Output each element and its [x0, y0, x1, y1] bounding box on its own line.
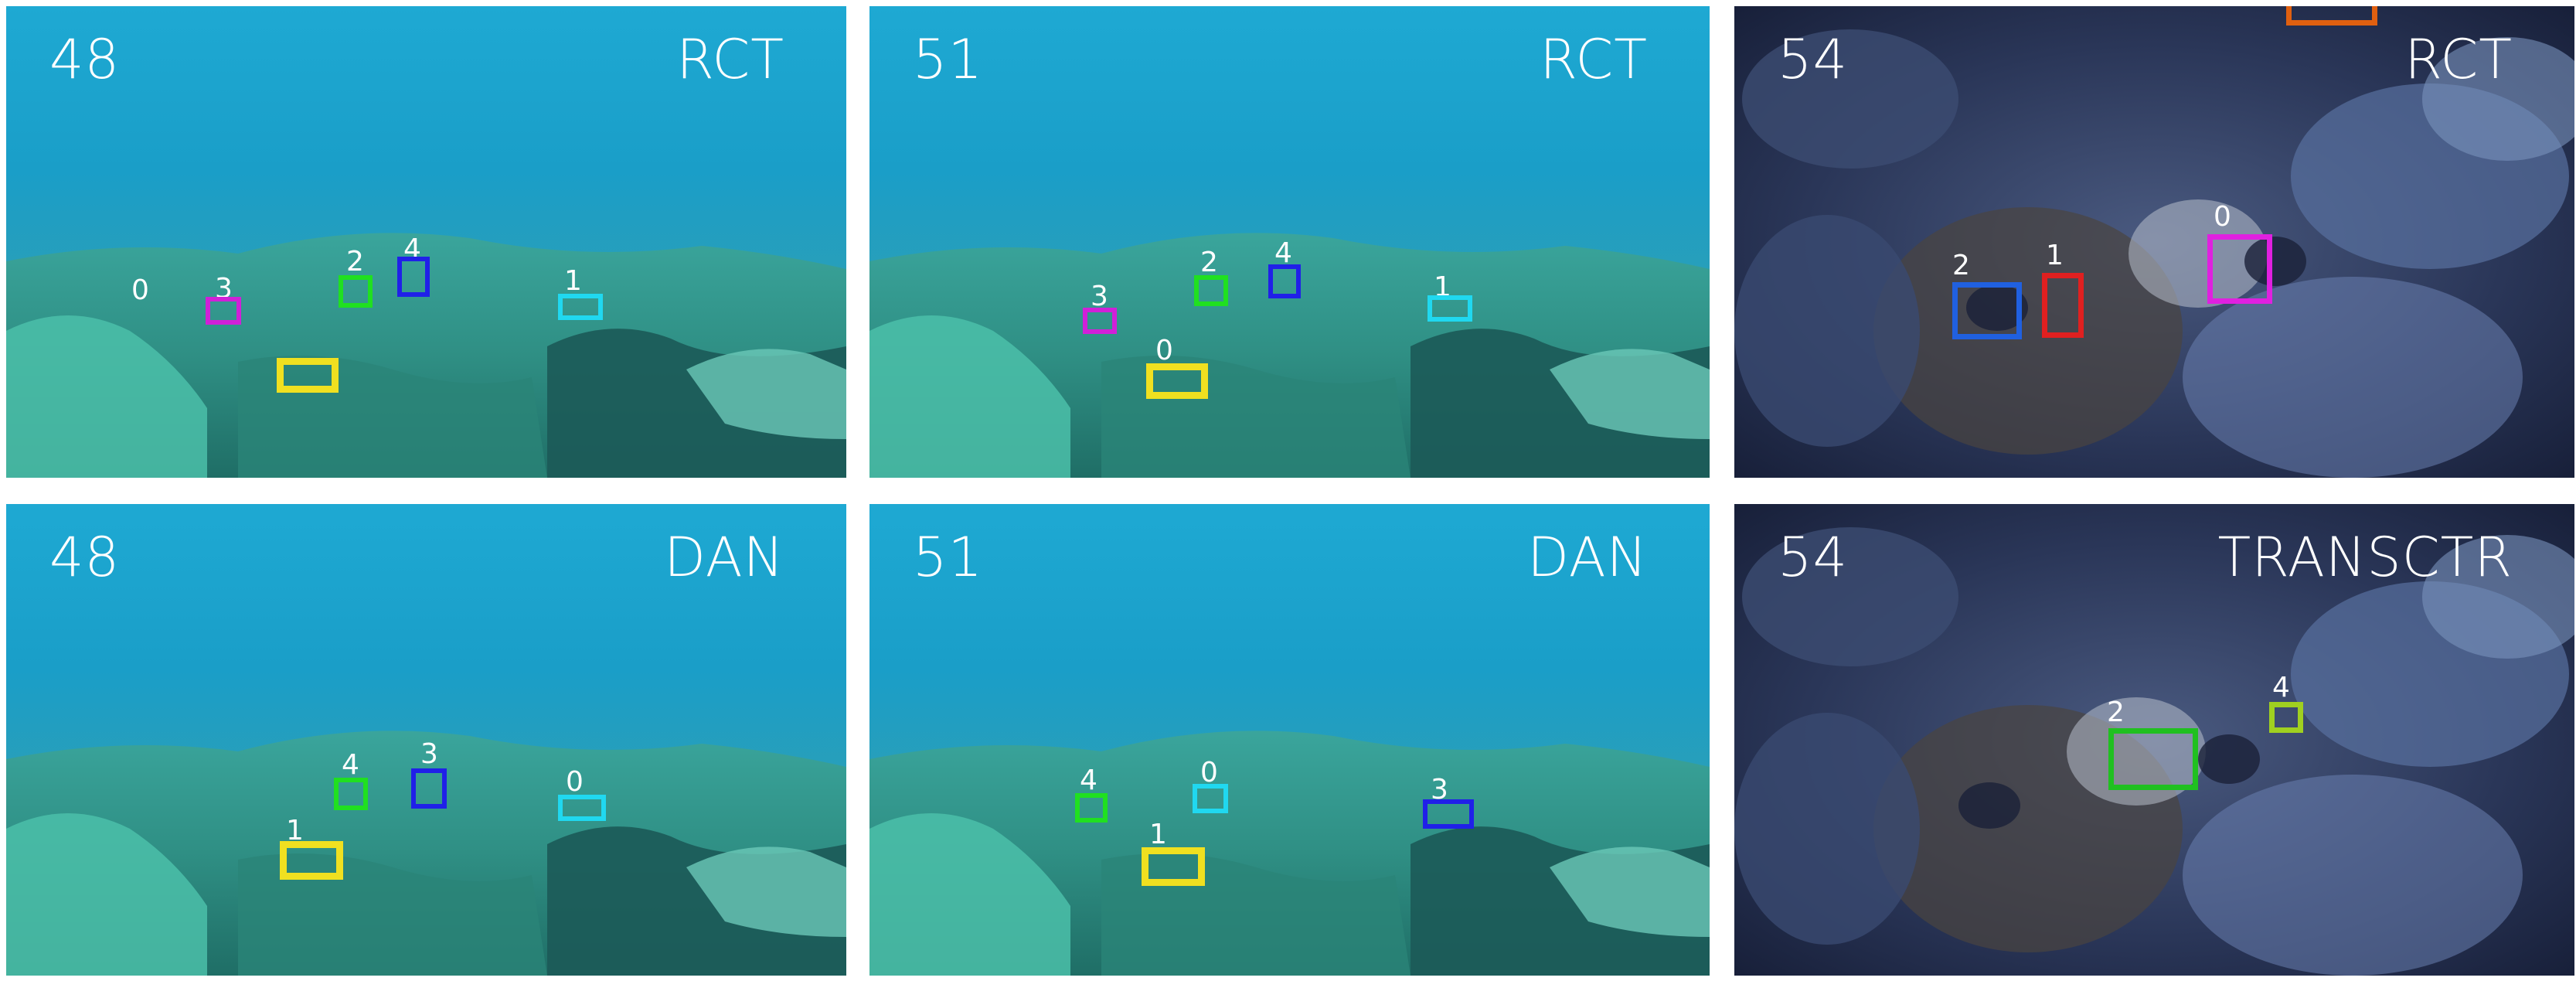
track-id-label: 0	[566, 766, 584, 798]
panel-54-transctr: 54 TRANSCTR 2 4	[1734, 504, 2574, 976]
track-id-label: 0	[131, 274, 149, 306]
track-box	[558, 795, 606, 821]
track-box	[1952, 282, 2022, 339]
track-id-label: 3	[215, 273, 233, 305]
panel-51-dan: 51 DAN 0 1 3 4	[869, 504, 1710, 976]
track-box	[280, 841, 343, 880]
frame-number: 48	[49, 526, 121, 589]
track-box	[206, 297, 241, 325]
reef-scene-image	[869, 504, 1710, 976]
track-id-label: 3	[1431, 774, 1448, 806]
frame-number: 51	[913, 28, 984, 91]
track-id-label: 1	[2046, 240, 2064, 271]
track-box	[558, 294, 603, 320]
track-id-label: 4	[1080, 765, 1097, 796]
track-box	[1075, 793, 1108, 823]
track-box	[2286, 6, 2377, 26]
track-box	[277, 358, 339, 393]
track-box	[339, 275, 373, 308]
panel-48-rct: 48 RCT 0 1 2 3 4	[6, 6, 846, 478]
track-id-label: 0	[1155, 335, 1173, 366]
method-label: TRANSCTR	[2217, 526, 2513, 589]
panel-51-rct: 51 RCT 0 1 2 3 4	[869, 6, 1710, 478]
track-id-label: 4	[342, 749, 359, 781]
track-id-label: 0	[1200, 757, 1218, 789]
track-box	[1268, 264, 1301, 298]
track-id-label: 3	[1091, 281, 1108, 312]
method-label: RCT	[1540, 28, 1648, 91]
track-id-label: 2	[346, 246, 364, 278]
track-box	[1428, 295, 1472, 322]
track-id-label: 1	[286, 815, 304, 846]
track-id-label: 4	[2272, 672, 2290, 703]
method-label: DAN	[664, 526, 784, 589]
track-id-label: 4	[1274, 237, 1292, 269]
track-box	[2269, 702, 2303, 733]
frame-number: 54	[1778, 526, 1849, 589]
method-label: RCT	[676, 28, 784, 91]
track-box	[2042, 273, 2084, 338]
method-label: RCT	[2404, 28, 2513, 91]
track-id-label: 2	[1200, 247, 1218, 278]
track-box	[1193, 784, 1228, 813]
track-id-label: 4	[403, 233, 421, 265]
track-box	[1423, 799, 1474, 829]
track-box	[2108, 728, 2198, 790]
track-id-label: 1	[564, 265, 582, 297]
track-box	[334, 778, 368, 810]
track-id-label: 2	[1952, 250, 1970, 281]
panel-48-dan: 48 DAN 0 1 3 4	[6, 504, 846, 976]
track-box	[397, 257, 430, 297]
track-box	[1142, 847, 1205, 886]
track-box	[2207, 234, 2272, 304]
reef-scene-image	[6, 504, 846, 976]
frame-number: 48	[49, 28, 121, 91]
track-id-label: 1	[1434, 271, 1451, 303]
track-box	[1083, 308, 1117, 334]
coral-scene-image	[1734, 6, 2574, 478]
track-box	[1146, 363, 1208, 399]
track-box	[1194, 275, 1228, 306]
track-id-label: 1	[1149, 819, 1167, 850]
method-label: DAN	[1527, 526, 1648, 589]
frame-number: 54	[1778, 28, 1849, 91]
panel-54-rct: 54 RCT 0 1 2	[1734, 6, 2574, 478]
reef-scene-image	[869, 6, 1710, 478]
coral-scene-image	[1734, 504, 2574, 976]
track-box	[411, 768, 447, 809]
track-id-label: 0	[2214, 201, 2231, 233]
frame-number: 51	[913, 526, 984, 589]
track-id-label: 3	[420, 738, 438, 770]
track-id-label: 2	[2107, 697, 2125, 728]
